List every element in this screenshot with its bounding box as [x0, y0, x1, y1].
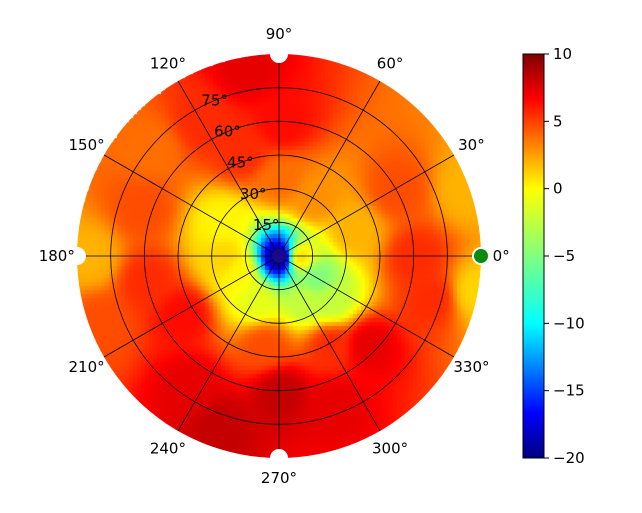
- edge-marker: [474, 249, 488, 263]
- polar-grid: [77, 54, 481, 458]
- colorbar-ticks: 10 5 0 −5 −10 −15 −20: [544, 45, 585, 467]
- azimuth-tick-label: 150°: [68, 136, 104, 154]
- radial-tick-label: 15°: [253, 216, 280, 234]
- azimuth-grid-line: [278, 80, 381, 257]
- azimuth-tick-label: 270°: [261, 469, 297, 487]
- azimuth-grid-line: [103, 255, 280, 358]
- azimuth-grid-line: [177, 80, 280, 257]
- colorbar-tick-label: 0: [553, 180, 563, 198]
- azimuth-grid-line: [103, 154, 280, 257]
- colorbar-tick-label: −10: [553, 314, 585, 332]
- colorbar: 10 5 0 −5 −10 −15 −20: [522, 45, 585, 467]
- radial-tick-label: 45°: [227, 154, 254, 172]
- azimuth-tick-label: 240°: [150, 439, 186, 457]
- edge-marker: [272, 47, 286, 61]
- azimuth-tick-label: 210°: [68, 358, 104, 376]
- azimuth-tick-label: 30°: [458, 136, 485, 154]
- colorbar-tick-label: −15: [553, 382, 585, 400]
- edge-markers: [68, 45, 490, 467]
- azimuth-tick-label: 300°: [372, 439, 408, 457]
- radial-tick-label: 75°: [201, 91, 228, 109]
- azimuth-grid-line: [278, 255, 455, 358]
- azimuth-tick-label: 60°: [377, 55, 404, 73]
- radial-tick-labels: 15° 30° 45° 60° 75°: [201, 91, 279, 233]
- colorbar-gradient: [522, 53, 545, 459]
- azimuth-tick-label: 330°: [453, 358, 489, 376]
- azimuth-tick-label: 180°: [39, 247, 75, 265]
- radial-tick-label: 30°: [240, 185, 267, 203]
- colorbar-tick-label: 5: [553, 112, 563, 130]
- azimuth-tick-label: 0°: [493, 247, 510, 265]
- azimuth-grid-line: [177, 255, 280, 432]
- azimuth-grid-line: [278, 154, 455, 257]
- edge-marker: [70, 249, 84, 263]
- azimuth-tick-labels: 0° 30° 60° 90° 120° 150° 180° 210° 240° 270° 300° 3…: [39, 25, 510, 487]
- azimuth-grid-line: [278, 255, 381, 432]
- edge-marker: [272, 451, 286, 465]
- azimuth-tick-label: 90°: [266, 25, 293, 43]
- colorbar-tick-label: −5: [553, 247, 575, 265]
- center-marker: [272, 249, 286, 263]
- colorbar-tick-label: 10: [553, 45, 572, 63]
- radial-tick-label: 60°: [214, 123, 241, 141]
- colorbar-tick-label: −20: [553, 449, 585, 467]
- azimuth-tick-label: 120°: [150, 55, 186, 73]
- polar-plot-area: 0° 30° 60° 90° 120° 150° 180° 210° 240° 270° 300° 3…: [39, 25, 510, 487]
